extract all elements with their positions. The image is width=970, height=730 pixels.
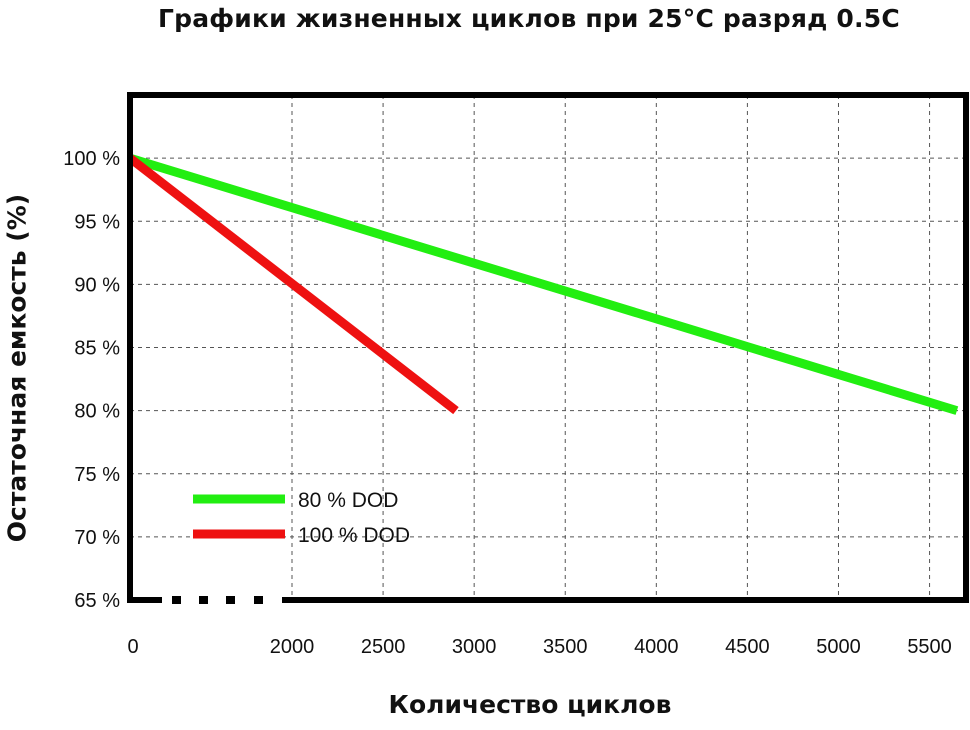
- series-lines: [127, 153, 959, 415]
- x-tick-label: 4500: [725, 636, 770, 658]
- axis-break-dash: [226, 596, 235, 604]
- y-tick-label: 65 %: [74, 590, 120, 612]
- legend: 80 % DOD 100 % DOD: [193, 489, 410, 547]
- y-tick-label: 75 %: [74, 464, 120, 486]
- y-tick-label: 95 %: [74, 211, 120, 233]
- x-tick-label: 2000: [270, 636, 315, 658]
- y-tick-label: 90 %: [74, 274, 120, 296]
- chart-title: Графики жизненных циклов при 25°С разряд…: [158, 4, 900, 33]
- x-axis-label: Количество циклов: [388, 690, 672, 719]
- axis-break-dash: [254, 596, 263, 604]
- y-tick-label: 85 %: [74, 338, 120, 360]
- y-tick-label: 80 %: [74, 401, 120, 423]
- x-tick-label: 5000: [816, 636, 861, 658]
- axis-break-dash: [172, 596, 181, 604]
- x-tick-label: 5500: [907, 636, 952, 658]
- y-tick-label: 70 %: [74, 527, 120, 549]
- grid-lines: [130, 95, 966, 600]
- axis-break-dash: [199, 596, 208, 604]
- x-tick-label: 4000: [634, 636, 679, 658]
- legend-label: 80 % DOD: [298, 489, 398, 512]
- x-tick-label: 2500: [361, 636, 406, 658]
- x-tick-label: 3000: [452, 636, 497, 658]
- plot-frame: [127, 92, 969, 604]
- legend-label: 100 % DOD: [298, 524, 410, 547]
- x-tick-label: 3500: [543, 636, 588, 658]
- y-tick-label: 100 %: [63, 148, 120, 170]
- series-line: [128, 153, 959, 415]
- x-tick-label: 0: [127, 636, 138, 658]
- series-line: [127, 154, 459, 415]
- tick-labels: 0 2000 2500 3000 3500 4000 4500 5000 5500 100 % 95…: [63, 148, 952, 658]
